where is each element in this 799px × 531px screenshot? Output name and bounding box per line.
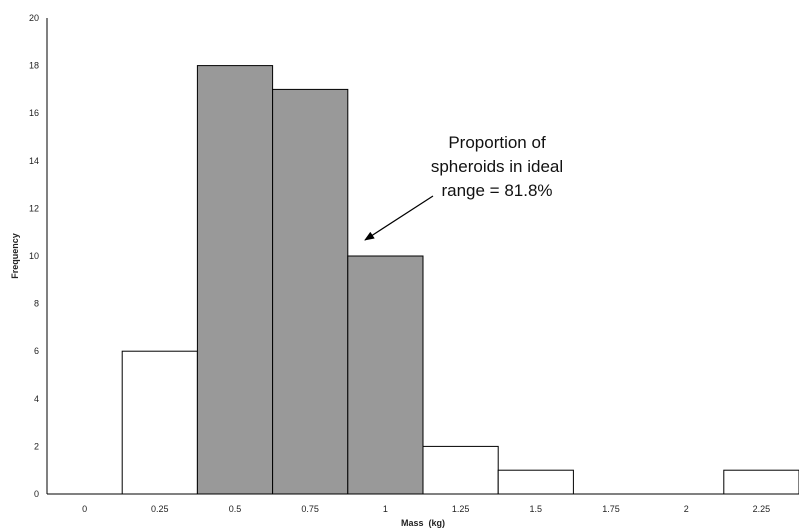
y-tick-label: 10	[29, 251, 39, 261]
x-tick-labels: 0 0.25 0.5 0.75 1 1.25 1.5 1.75 2 2.25	[82, 504, 770, 514]
bar-1	[347, 255, 424, 495]
bars-group	[121, 65, 799, 495]
x-tick-label: 2	[684, 504, 689, 514]
bar-1.5	[497, 469, 574, 495]
x-axis-title: Mass (kg)	[401, 518, 445, 528]
x-tick-label: 2.25	[753, 504, 771, 514]
bar-0.5	[196, 65, 274, 495]
annotation-line-1: Proportion of	[448, 133, 546, 152]
y-tick-labels: 0 2 4 6 8 10 12 14 16 18 20	[29, 13, 39, 499]
bar-0.75	[272, 88, 349, 495]
annotation-line-2: spheroids in ideal	[431, 157, 563, 176]
y-tick-label: 20	[29, 13, 39, 23]
x-tick-label: 1.5	[530, 504, 543, 514]
x-tick-label: 1.25	[452, 504, 470, 514]
bar-2.25	[723, 469, 799, 495]
x-tick-label: 0.5	[229, 504, 242, 514]
x-tick-label: 0.75	[301, 504, 319, 514]
y-tick-label: 6	[34, 346, 39, 356]
y-tick-label: 12	[29, 203, 39, 213]
x-tick-label: 0	[82, 504, 87, 514]
x-tick-label: 1	[383, 504, 388, 514]
x-tick-label: 1.75	[602, 504, 620, 514]
y-tick-label: 4	[34, 394, 39, 404]
y-tick-label: 14	[29, 156, 39, 166]
y-tick-label: 2	[34, 441, 39, 451]
annotation-arrow	[364, 195, 434, 241]
y-tick-label: 16	[29, 108, 39, 118]
y-tick-label: 18	[29, 61, 39, 71]
y-tick-label: 8	[34, 299, 39, 309]
y-tick-label: 0	[34, 489, 39, 499]
x-tick-label: 0.25	[151, 504, 169, 514]
bar-0.25	[121, 350, 198, 495]
annotation-line-3: range = 81.8%	[441, 181, 552, 200]
bar-1.25	[422, 445, 499, 495]
y-axis-title: Frequency	[10, 233, 20, 279]
